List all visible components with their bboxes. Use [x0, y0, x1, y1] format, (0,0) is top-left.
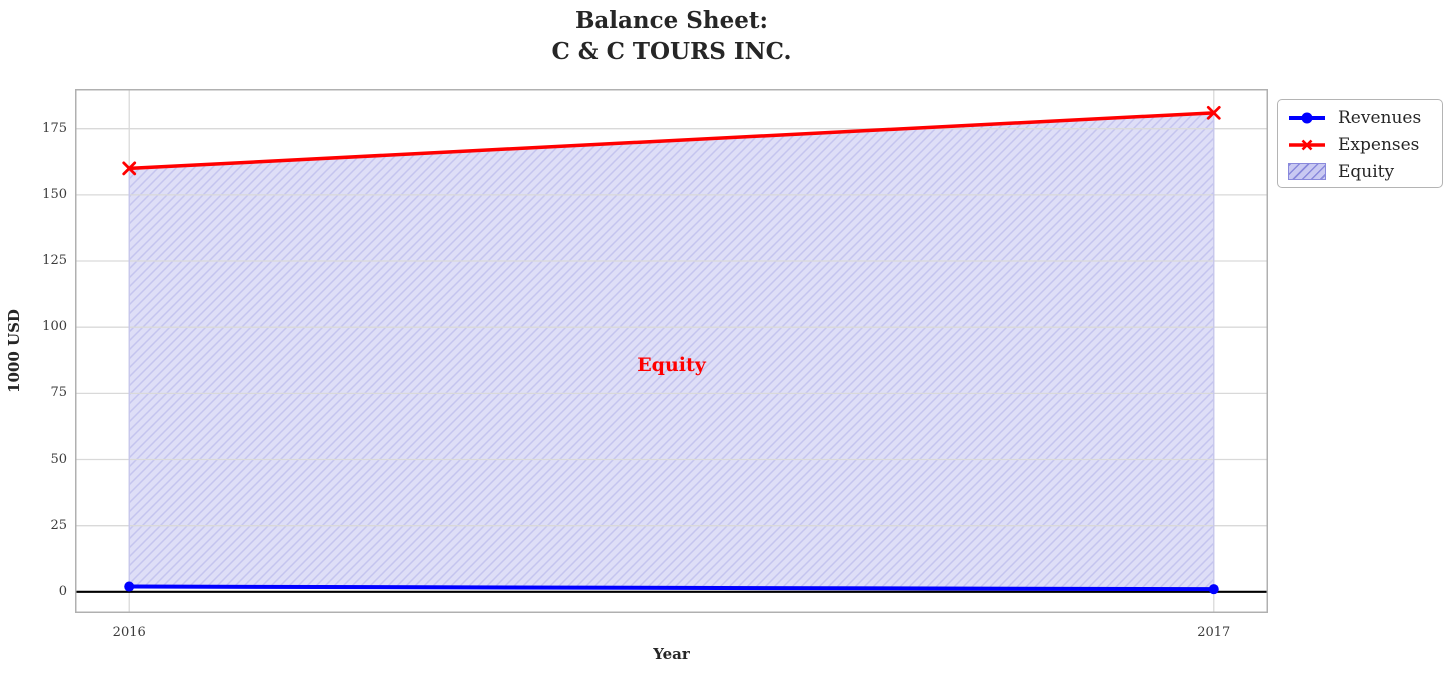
x-tick-label: 2016 — [112, 625, 146, 640]
legend-item-equity: Equity — [1286, 158, 1442, 185]
equity-annotation: Equity — [637, 354, 707, 376]
chart-canvas: Equity — [75, 89, 1268, 613]
expenses-marker — [122, 161, 137, 176]
legend-label-equity: Equity — [1338, 161, 1395, 182]
legend-item-expenses: Equity Expenses — [1286, 131, 1442, 158]
y-tick-label: 0 — [58, 583, 67, 599]
y-tick-label: 100 — [42, 319, 67, 335]
revenues-line-swatch — [1289, 112, 1325, 123]
y-tick-label: 175 — [42, 120, 67, 136]
legend-item-revenues: Revenues — [1286, 104, 1442, 131]
expenses-line-swatch — [1289, 139, 1325, 150]
chart-title-line2: C & C TOURS INC. — [551, 38, 792, 65]
x-axis-label: Year — [653, 645, 690, 663]
revenues-line — [129, 584, 1214, 592]
y-tick-label: 75 — [50, 385, 67, 401]
y-tick-label: 50 — [50, 451, 67, 467]
y-tick-label: 125 — [42, 253, 67, 269]
y-tick-label: 25 — [50, 517, 67, 533]
x-tick-label: 2017 — [1197, 625, 1231, 640]
equity-fill-area — [129, 112, 1214, 590]
legend-label-expenses: Expenses — [1338, 134, 1420, 155]
expenses-marker — [1206, 105, 1221, 120]
expenses-line — [129, 111, 1214, 171]
chart-title: Balance Sheet: C & C TOURS INC. — [75, 5, 1268, 67]
chart-title-line1: Balance Sheet: — [574, 7, 769, 34]
plot-area: Equity — [75, 89, 1268, 613]
legend-label-revenues: Revenues — [1338, 107, 1422, 128]
equity-patch-swatch — [1286, 163, 1328, 180]
revenues-marker — [124, 581, 135, 592]
revenues-marker — [1208, 584, 1219, 595]
plot-frame — [75, 89, 1268, 613]
legend: Revenues Equity Expenses Equity — [1277, 99, 1443, 188]
y-tick-label: 150 — [42, 186, 67, 202]
